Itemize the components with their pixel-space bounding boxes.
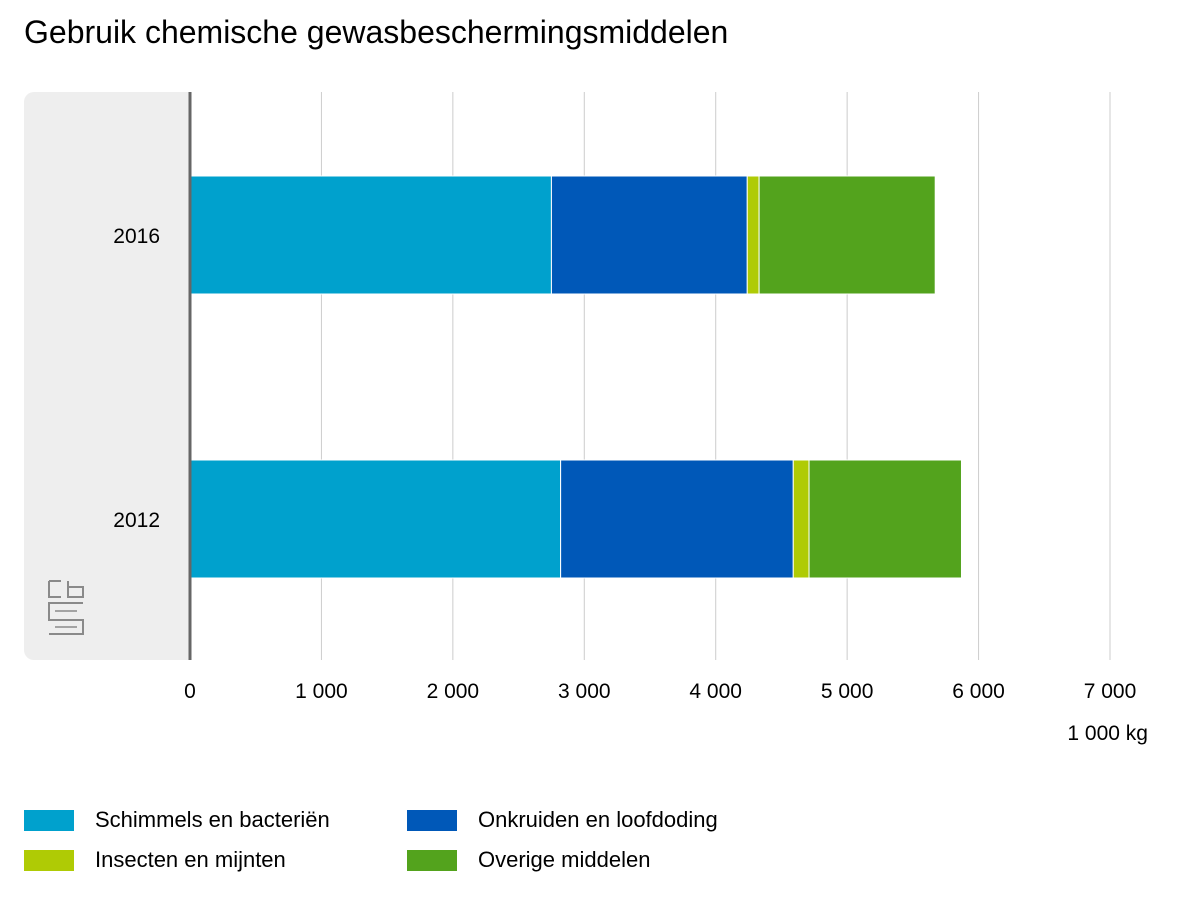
bar-segment bbox=[560, 459, 794, 579]
x-tick-label: 6 000 bbox=[952, 680, 1005, 703]
x-tick-label: 7 000 bbox=[1084, 680, 1137, 703]
legend-row: Insecten en mijnten Overige middelen bbox=[24, 840, 1174, 880]
legend-label: Schimmels en bacteriën bbox=[95, 807, 330, 832]
x-tick-labels: 0 1 000 2 000 3 000 4 000 5 000 6 000 7 000 bbox=[184, 680, 1136, 703]
category-panel bbox=[24, 92, 210, 660]
chart-canvas: 2016 2012 0 1 000 2 000 3 000 4 000 5 000 6 000… bbox=[24, 92, 1148, 745]
x-tick-label: 2 000 bbox=[427, 680, 480, 703]
legend: Schimmels en bacteriën Onkruiden en loof… bbox=[24, 800, 1174, 880]
legend-label: Overige middelen bbox=[478, 847, 651, 872]
category-label: 2016 bbox=[113, 225, 160, 248]
legend-item-schimmels: Schimmels en bacteriën bbox=[24, 807, 407, 833]
legend-item-onkruiden: Onkruiden en loofdoding bbox=[407, 807, 718, 833]
legend-label: Onkruiden en loofdoding bbox=[478, 807, 718, 832]
legend-item-overige: Overige middelen bbox=[407, 847, 650, 873]
category-label: 2012 bbox=[113, 509, 160, 532]
legend-label: Insecten en mijnten bbox=[95, 847, 286, 872]
legend-swatch bbox=[407, 849, 457, 871]
legend-item-insecten: Insecten en mijnten bbox=[24, 847, 407, 873]
bar-segment bbox=[792, 459, 810, 579]
legend-swatch bbox=[407, 809, 457, 831]
bar-segment bbox=[189, 459, 562, 579]
x-tick-label: 1 000 bbox=[295, 680, 348, 703]
bar-segment bbox=[746, 175, 760, 295]
legend-swatch bbox=[24, 809, 74, 831]
x-tick-label: 3 000 bbox=[558, 680, 611, 703]
bar-segment bbox=[550, 175, 748, 295]
x-tick-label: 4 000 bbox=[689, 680, 742, 703]
x-tick-label: 5 000 bbox=[821, 680, 874, 703]
x-axis-unit-label: 1 000 kg bbox=[1067, 722, 1148, 745]
bar-segment bbox=[189, 175, 552, 295]
bar-segment bbox=[758, 175, 936, 295]
bars bbox=[189, 175, 962, 579]
bar-segment bbox=[808, 459, 962, 579]
legend-row: Schimmels en bacteriën Onkruiden en loof… bbox=[24, 800, 1174, 840]
category-labels: 2016 2012 bbox=[113, 225, 160, 532]
legend-swatch bbox=[24, 849, 74, 871]
chart-title: Gebruik chemische gewasbeschermingsmidde… bbox=[24, 14, 729, 50]
cbs-logo bbox=[48, 580, 84, 635]
x-tick-label: 0 bbox=[184, 680, 196, 703]
